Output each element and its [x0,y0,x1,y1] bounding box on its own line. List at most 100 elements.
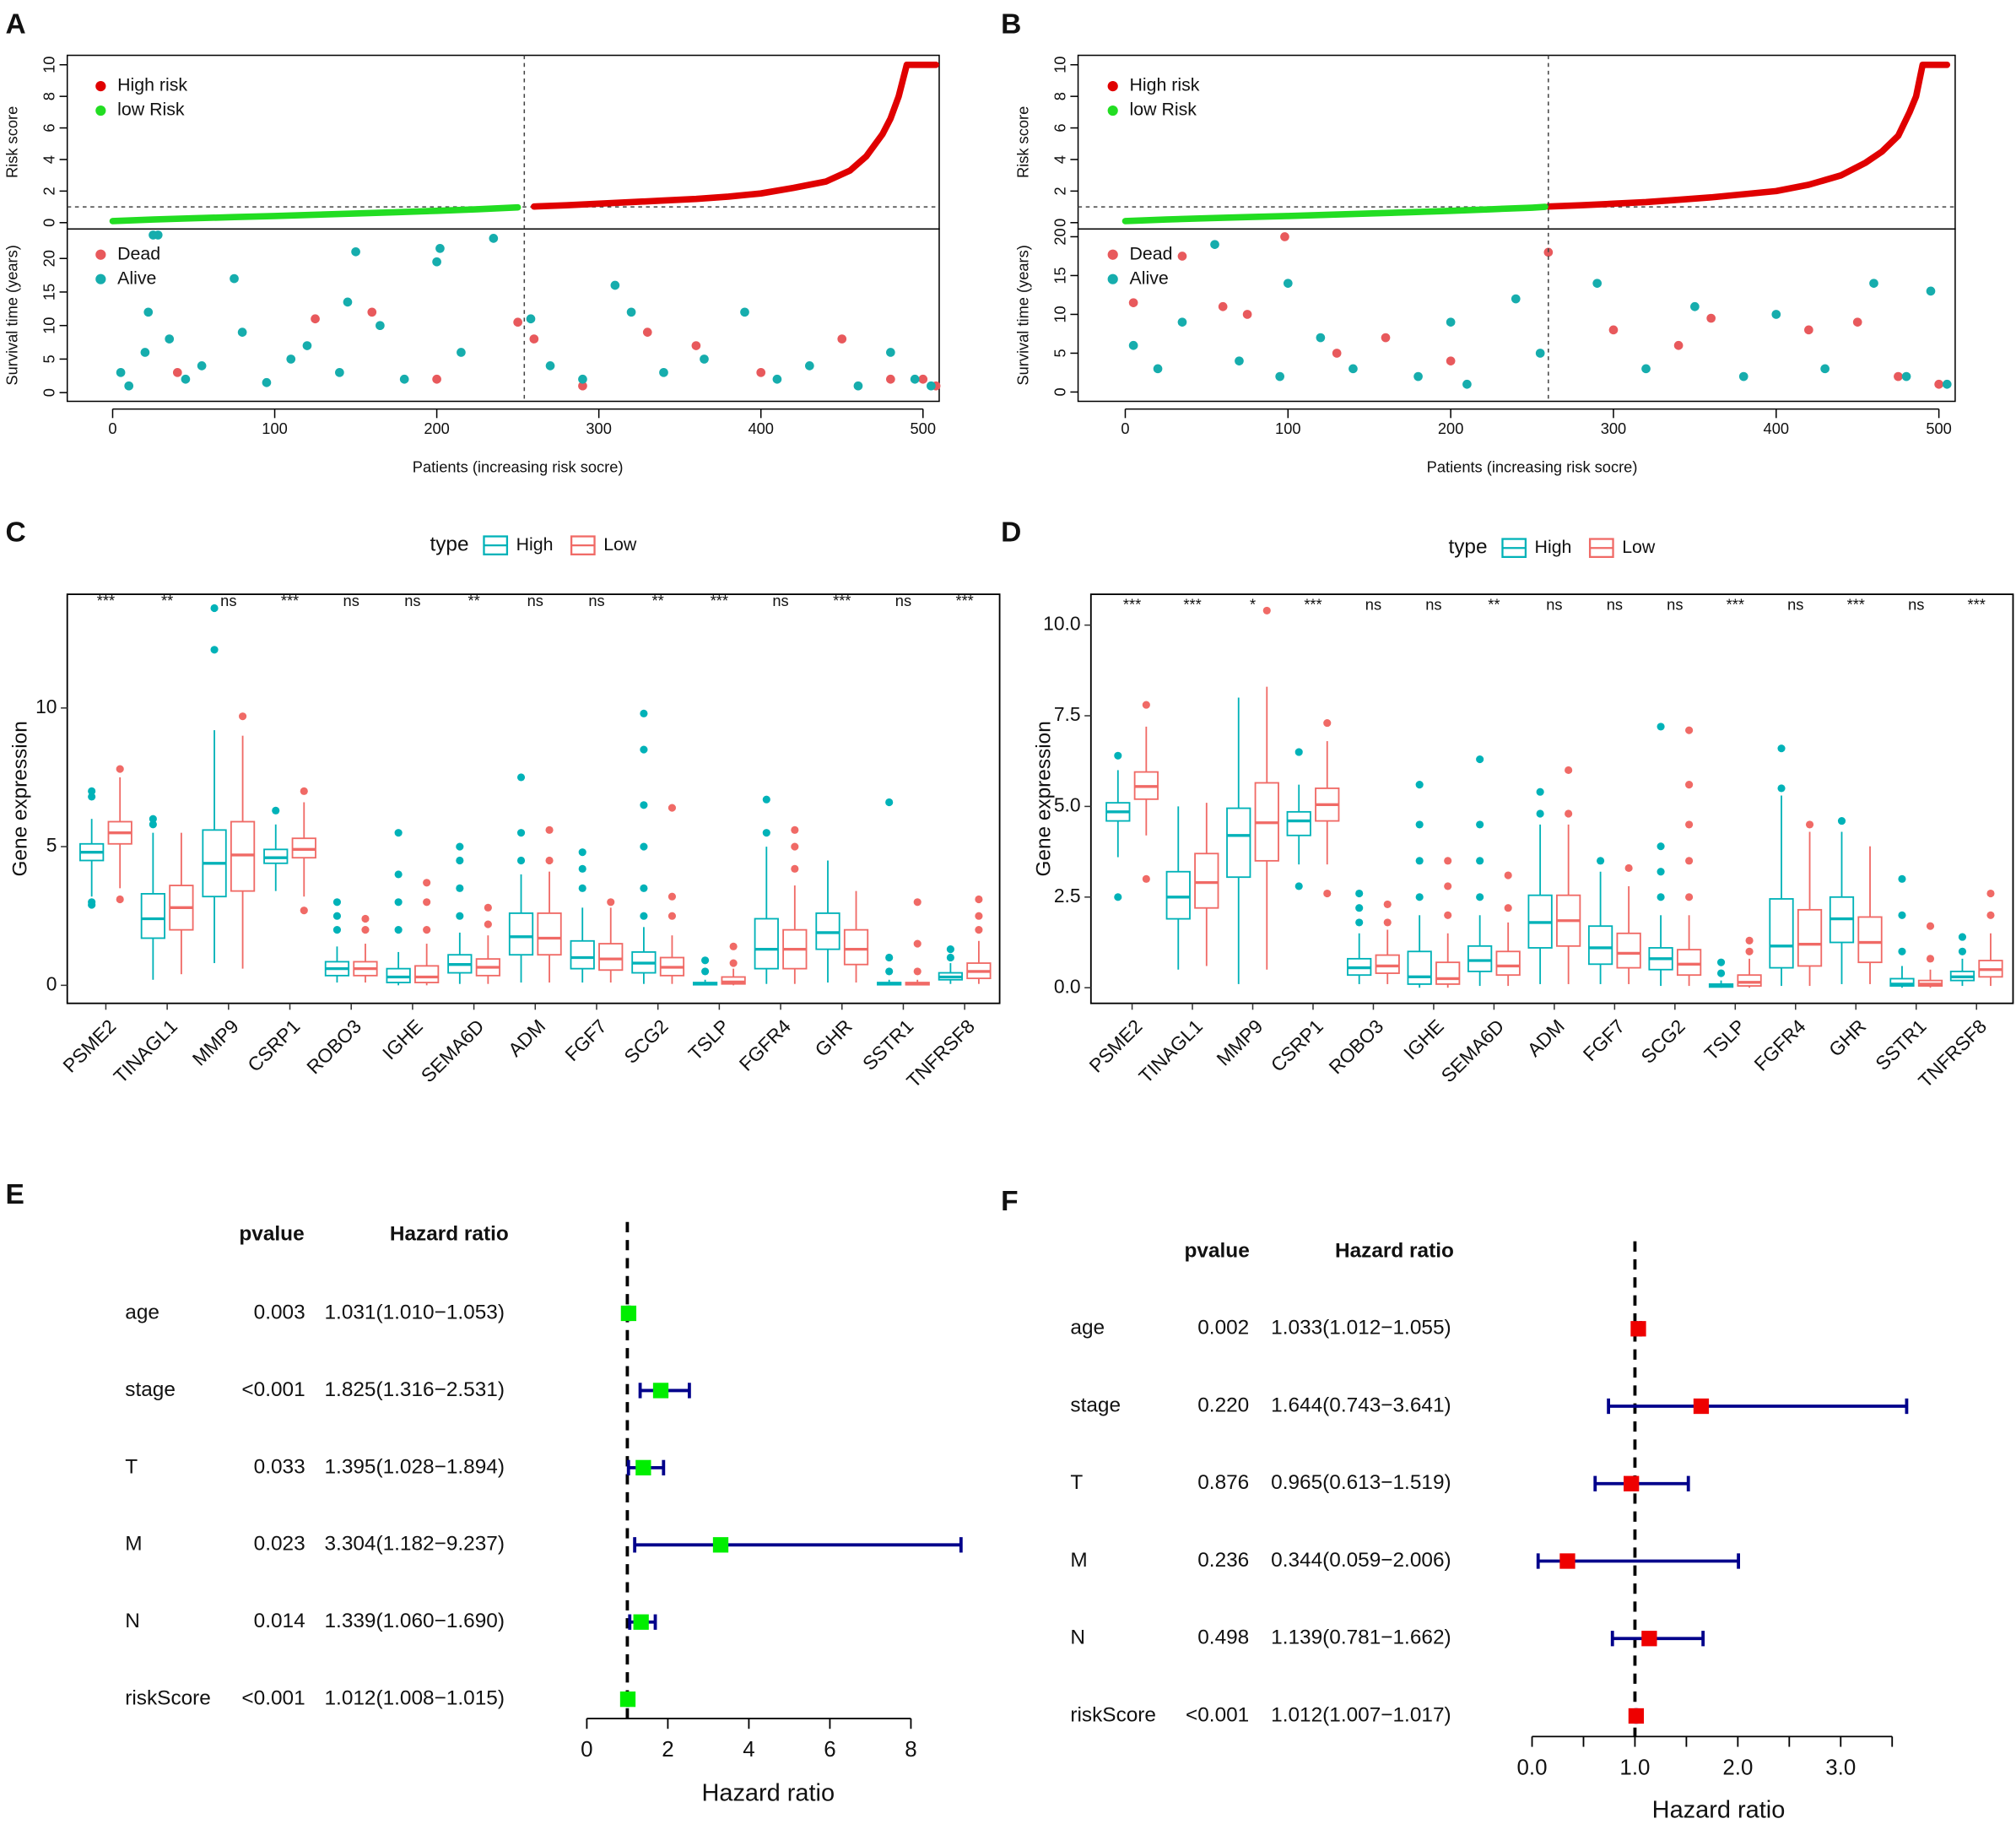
hazard-marker [633,1614,649,1630]
survival-point [1820,364,1830,374]
survival-point [1349,364,1358,374]
survival-point [756,367,766,377]
significance-label: ** [161,592,173,609]
panel-letter: E [6,1179,24,1210]
survival-point [642,327,652,337]
survival-point [343,297,353,307]
significance-label: ns [220,592,236,609]
x-tick-label: 0 [1121,419,1129,437]
panel-letter: D [1001,517,1021,548]
outlier [667,912,677,920]
hazard-marker [1641,1631,1657,1647]
outlier [239,712,247,721]
legend-label: High [516,534,554,555]
box [843,928,869,966]
x-tick-label: 500 [911,419,936,437]
outlier [885,967,894,976]
outlier [1114,751,1122,760]
x-tick-label: 300 [1601,419,1626,437]
significance-label: ** [1488,596,1500,614]
outlier [1898,947,1906,955]
outlier [1504,871,1512,880]
significance-label: *** [1304,596,1321,614]
hazard-ratio-label: 1.031(1.010−1.053) [325,1301,505,1323]
outlier [545,825,554,834]
outlier [1355,918,1364,927]
legend-label: High risk [1130,75,1200,95]
hazard-marker [1559,1553,1576,1569]
outlier [729,959,738,967]
survival-point [311,314,320,324]
y-tick-label: 10.0 [1043,613,1080,635]
survival-point [1283,279,1293,288]
outlier [332,898,342,907]
p-value: 0.003 [254,1301,305,1323]
survival-point [1901,371,1911,382]
legend-label: low Risk [1130,100,1197,120]
legend-marker [95,81,106,92]
outlier [1142,701,1150,709]
survival-point [1771,310,1781,319]
outlier [1476,857,1484,865]
risk-curve [109,203,522,225]
hazard-ratio-label: 0.344(0.059−2.006) [1271,1549,1451,1572]
legend-label: High [1535,537,1572,557]
x-axis-label: Hazard ratio [701,1780,835,1807]
survival-point [1592,279,1603,288]
legend-label: Dead [117,243,160,263]
box [140,893,165,939]
outlier [1142,874,1150,883]
y-tick-label: 20 [41,250,58,267]
box [1616,932,1641,969]
y-tick-label: 5 [1051,349,1069,357]
significance-label: ** [468,592,479,609]
y-axis-label: Risk score [1013,106,1031,178]
row-label: age [125,1301,159,1323]
risk-curve [531,61,939,210]
survival-point [853,381,863,391]
box [508,912,534,956]
outlier [1415,857,1424,865]
outlier [640,745,648,754]
y-tick-label: 0 [46,972,57,994]
x-axis-label: Hazard ratio [1652,1796,1786,1823]
significance-label: ns [772,592,788,609]
box [1737,974,1762,987]
column-header: Hazard ratio [390,1222,509,1245]
x-tick-label: 8 [905,1738,916,1762]
legend-label: Alive [1130,268,1169,288]
survival-point [837,334,847,344]
outlier [88,787,96,795]
outlier [946,945,954,954]
survival-point [335,367,344,377]
survival-point [1462,379,1472,389]
outlier [1685,820,1694,829]
outlier [516,856,526,865]
y-axis-label: Risk score [3,106,21,178]
survival-point [351,246,360,257]
panel-letter: A [6,8,26,40]
outlier [1444,857,1452,865]
y-axis-label: Survival time (years) [3,245,21,385]
x-tick-label: 3.0 [1825,1756,1856,1779]
x-tick-label: 400 [748,419,773,437]
significance-label: ns [527,592,543,609]
x-tick-label: 100 [1275,419,1300,437]
outlier [423,879,431,887]
row-label: N [125,1610,140,1632]
outlier [456,884,464,892]
survival-point [700,355,709,364]
box [1467,944,1493,972]
hazard-ratio-label: 1.033(1.012−1.055) [1271,1317,1451,1340]
survival-point [367,307,377,317]
survival-point [918,374,928,384]
survival-point [432,374,441,384]
outlier [640,842,648,851]
outlier [394,829,403,837]
outlier [300,907,308,915]
outlier [1294,882,1303,890]
row-label: M [1070,1549,1087,1572]
outlier [1898,911,1906,919]
p-value: 0.876 [1197,1471,1249,1494]
